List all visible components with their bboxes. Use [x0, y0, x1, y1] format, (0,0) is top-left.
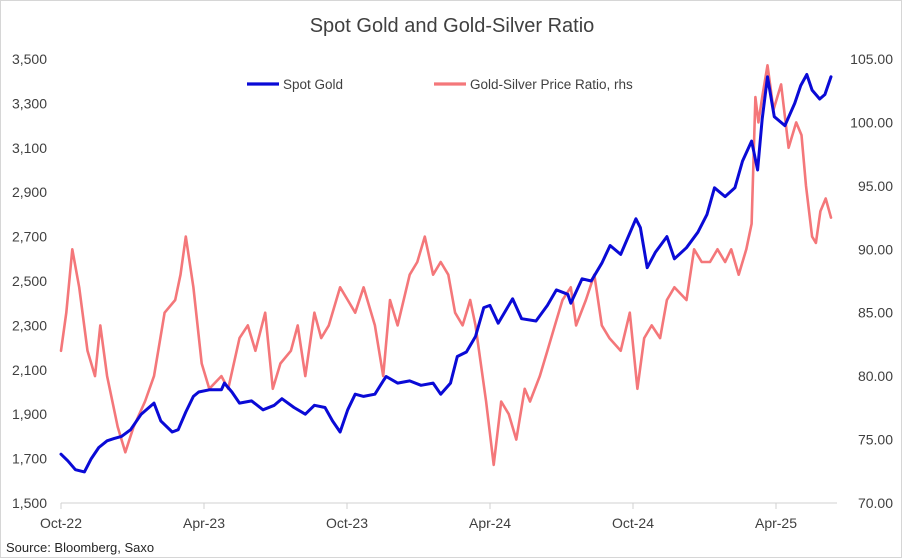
- left-axis-tick-label: 2,300: [12, 317, 47, 333]
- x-axis-tick-label: Oct-22: [40, 515, 82, 531]
- right-axis-tick-label: 70.00: [858, 495, 893, 511]
- left-axis-tick-label: 1,700: [12, 451, 47, 467]
- x-axis-tick-label: Oct-24: [612, 515, 654, 531]
- right-axis-ticks: 105.00 100.00 95.00 90.00 85.00 80.00 75.00 70.…: [850, 51, 893, 511]
- right-axis-tick-label: 95.00: [858, 178, 893, 194]
- x-axis: Oct-22 Apr-23 Oct-23 Apr-24 Oct-24 Apr-25: [40, 502, 837, 531]
- right-axis-tick-label: 90.00: [858, 241, 893, 257]
- spot-gold-line: [59, 73, 833, 474]
- right-axis-tick-label: 85.00: [858, 305, 893, 321]
- source-note: Source: Bloomberg, Saxo: [6, 540, 154, 555]
- x-axis-tick-label: Apr-25: [755, 515, 797, 531]
- right-axis-tick-label: 75.00: [858, 432, 893, 448]
- legend-label-spot-gold: Spot Gold: [283, 77, 343, 92]
- legend: Spot Gold Gold-Silver Price Ratio, rhs: [247, 77, 633, 92]
- x-axis-tick-label: Apr-23: [183, 515, 225, 531]
- left-axis-tick-label: 1,900: [12, 406, 47, 422]
- x-axis-tick-label: Oct-23: [326, 515, 368, 531]
- right-axis-tick-label: 100.00: [850, 114, 893, 130]
- left-axis-tick-label: 3,500: [12, 51, 47, 67]
- chart-title: Spot Gold and Gold-Silver Ratio: [310, 15, 595, 37]
- left-axis-tick-label: 3,300: [12, 95, 47, 111]
- left-axis-ticks: 3,500 3,300 3,100 2,900 2,700 2,500 2,300 2,100…: [12, 51, 47, 511]
- right-axis-tick-label: 105.00: [850, 51, 893, 67]
- left-axis-tick-label: 3,100: [12, 140, 47, 156]
- x-axis-tick-label: Apr-24: [469, 515, 511, 531]
- gold-silver-ratio-line: [59, 64, 833, 467]
- left-axis-tick-label: 2,500: [12, 273, 47, 289]
- legend-label-gold-silver-ratio: Gold-Silver Price Ratio, rhs: [470, 77, 633, 92]
- plot-area: [59, 64, 833, 474]
- right-axis-tick-label: 80.00: [858, 368, 893, 384]
- left-axis-tick-label: 2,100: [12, 362, 47, 378]
- left-axis-tick-label: 2,700: [12, 229, 47, 245]
- left-axis-tick-label: 1,500: [12, 495, 47, 511]
- left-axis-tick-label: 2,900: [12, 184, 47, 200]
